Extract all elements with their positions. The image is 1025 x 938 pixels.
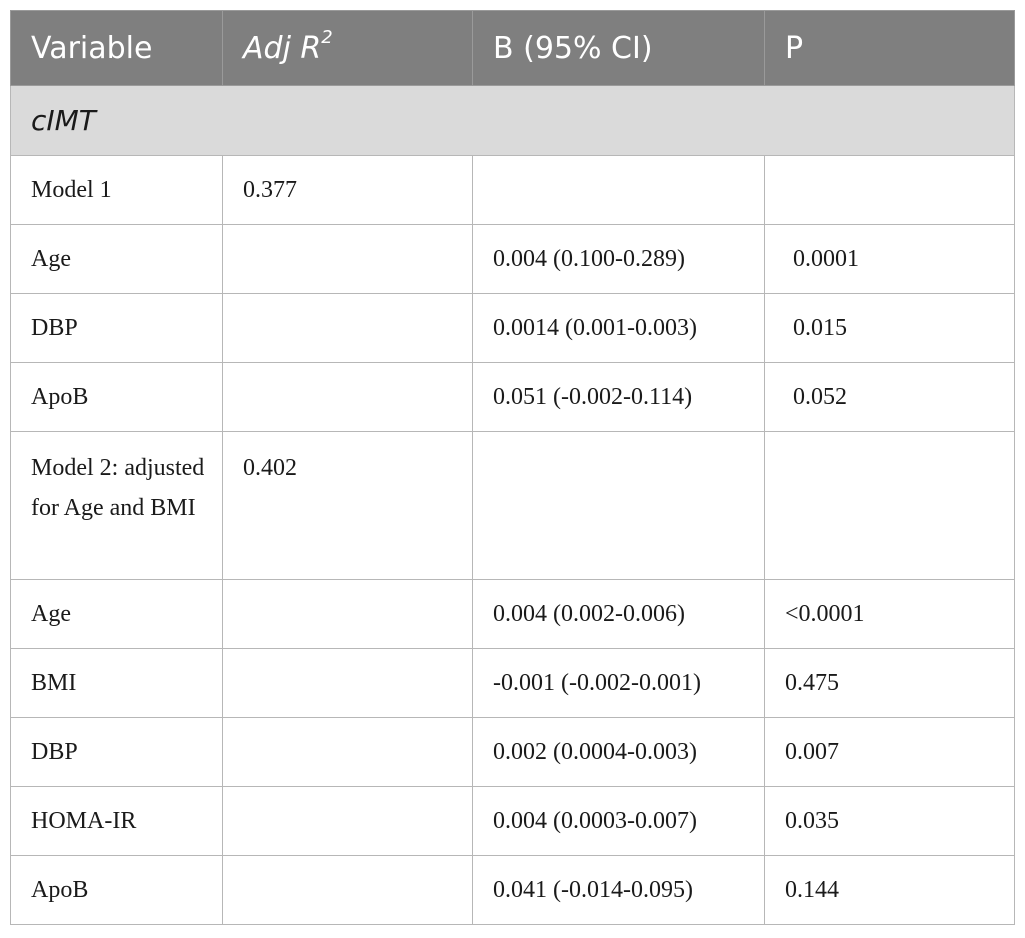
cell-p: 0.007: [764, 717, 1015, 787]
header-row: Variable Adj R2 B (95% CI) P: [10, 10, 1015, 86]
cell-b-ci: 0.004 (0.002-0.006): [472, 579, 765, 649]
cell-b-ci: 0.051 (-0.002-0.114): [472, 362, 765, 432]
regression-table-container: Variable Adj R2 B (95% CI) P cIMT Model …: [10, 10, 1015, 925]
regression-table: Variable Adj R2 B (95% CI) P cIMT Model …: [10, 10, 1015, 925]
table-row: DBP 0.0014 (0.001-0.003) 0.015: [10, 293, 1015, 363]
cell-adj-r2: [222, 717, 473, 787]
table-row: BMI -0.001 (-0.002-0.001) 0.475: [10, 648, 1015, 718]
cell-variable: Age: [10, 224, 223, 294]
cell-variable: Model 1: [10, 155, 223, 225]
cell-p: 0.475: [764, 648, 1015, 718]
cell-adj-r2: [222, 648, 473, 718]
header-adj-r2: Adj R2: [222, 10, 473, 86]
header-variable: Variable: [10, 10, 223, 86]
cell-adj-r2: 0.377: [222, 155, 473, 225]
header-p: P: [764, 10, 1015, 86]
cell-variable: Model 2: adjusted for Age and BMI: [10, 431, 223, 580]
cell-p: 0.052: [764, 362, 1015, 432]
table-row: Model 2: adjusted for Age and BMI 0.402: [10, 431, 1015, 580]
cell-variable: ApoB: [10, 362, 223, 432]
cell-b-ci: -0.001 (-0.002-0.001): [472, 648, 765, 718]
table-row: DBP 0.002 (0.0004-0.003) 0.007: [10, 717, 1015, 787]
table-row: Age 0.004 (0.002-0.006) <0.0001: [10, 579, 1015, 649]
cell-variable: HOMA-IR: [10, 786, 223, 856]
cell-b-ci: 0.041 (-0.014-0.095): [472, 855, 765, 925]
cell-variable: DBP: [10, 717, 223, 787]
table-row: ApoB 0.051 (-0.002-0.114) 0.052: [10, 362, 1015, 432]
cell-b-ci: 0.002 (0.0004-0.003): [472, 717, 765, 787]
cell-b-ci: [472, 431, 765, 580]
header-b-ci: B (95% CI): [472, 10, 765, 86]
cell-p: 0.015: [764, 293, 1015, 363]
cell-adj-r2: [222, 224, 473, 294]
cell-p: [764, 431, 1015, 580]
cell-adj-r2: [222, 293, 473, 363]
cell-b-ci: 0.0014 (0.001-0.003): [472, 293, 765, 363]
table-row: Model 1 0.377: [10, 155, 1015, 225]
cell-variable: ApoB: [10, 855, 223, 925]
cell-variable: Age: [10, 579, 223, 649]
cell-p: 0.035: [764, 786, 1015, 856]
table-body: cIMT Model 1 0.377 Age 0.004 (0.100-0.28…: [10, 85, 1015, 925]
cell-adj-r2: [222, 855, 473, 925]
section-label: cIMT: [10, 85, 1015, 156]
header-adj-r2-superscript: 2: [321, 26, 333, 48]
table-header: Variable Adj R2 B (95% CI) P: [10, 10, 1015, 86]
cell-adj-r2: [222, 579, 473, 649]
header-adj-r2-text: Adj R: [243, 30, 322, 66]
cell-p: [764, 155, 1015, 225]
section-row: cIMT: [10, 85, 1015, 156]
cell-adj-r2: 0.402: [222, 431, 473, 580]
table-row: Age 0.004 (0.100-0.289) 0.0001: [10, 224, 1015, 294]
cell-p: 0.144: [764, 855, 1015, 925]
cell-p: 0.0001: [764, 224, 1015, 294]
cell-p: <0.0001: [764, 579, 1015, 649]
cell-adj-r2: [222, 786, 473, 856]
cell-b-ci: 0.004 (0.0003-0.007): [472, 786, 765, 856]
cell-variable: BMI: [10, 648, 223, 718]
table-row: ApoB 0.041 (-0.014-0.095) 0.144: [10, 855, 1015, 925]
cell-adj-r2: [222, 362, 473, 432]
cell-b-ci: 0.004 (0.100-0.289): [472, 224, 765, 294]
table-row: HOMA-IR 0.004 (0.0003-0.007) 0.035: [10, 786, 1015, 856]
cell-b-ci: [472, 155, 765, 225]
cell-variable: DBP: [10, 293, 223, 363]
